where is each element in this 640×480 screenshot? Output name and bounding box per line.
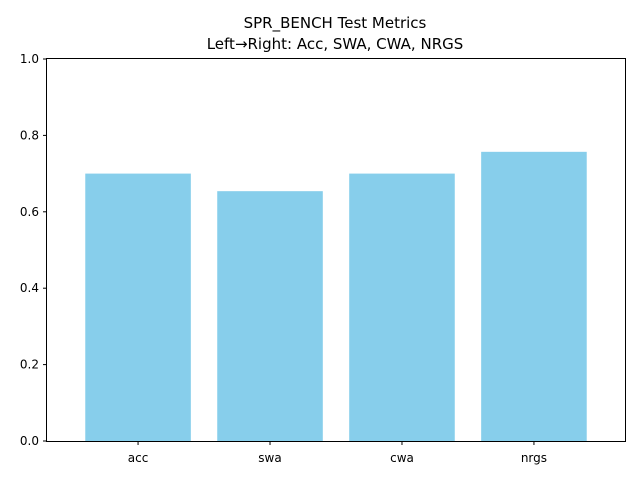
x-tick-label-acc: acc (128, 451, 149, 465)
plot-frame (46, 58, 626, 442)
y-tick-label: 0.6 (20, 205, 39, 219)
x-tick-label-cwa: cwa (390, 451, 414, 465)
y-tick-label: 1.0 (20, 52, 39, 66)
chart-title-line1: SPR_BENCH Test Metrics (244, 14, 427, 33)
chart-title-line2: Left→Right: Acc, SWA, CWA, NRGS (207, 35, 464, 53)
bar-acc (85, 173, 191, 441)
x-axis: acc swa cwa nrgs (128, 441, 547, 465)
bar-nrgs (481, 151, 587, 442)
y-tick-label: 0.4 (20, 281, 39, 295)
bars-group (85, 151, 587, 442)
x-tick-label-swa: swa (258, 451, 281, 465)
y-tick-label: 0.0 (20, 434, 39, 448)
y-axis: 0.0 0.2 0.4 0.6 0.8 1.0 (20, 52, 47, 448)
y-tick-label: 0.2 (20, 358, 39, 372)
bar-swa (217, 191, 323, 441)
x-tick-label-nrgs: nrgs (521, 451, 547, 465)
bar-cwa (349, 173, 455, 441)
y-tick-label: 0.8 (20, 128, 39, 142)
